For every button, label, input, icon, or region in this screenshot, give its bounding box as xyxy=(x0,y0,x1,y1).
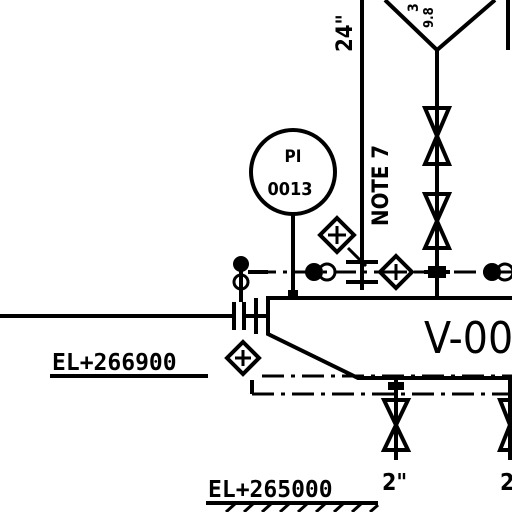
elevation-marker-lower: EL+265000 xyxy=(206,477,379,512)
drain-size-right: 2 xyxy=(500,470,512,496)
bottom-signal-line xyxy=(250,374,512,396)
elevation-marker-upper: EL+266900 xyxy=(50,350,208,378)
pipe-size-label: 24" xyxy=(333,14,358,52)
vessel-v-00: V-00 xyxy=(266,296,512,380)
top-reducer: 3 9.8 xyxy=(383,0,497,53)
gate-valve-lower xyxy=(421,192,453,250)
elevation-lower-label: EL+265000 xyxy=(208,477,333,503)
sample-valve-diamond xyxy=(317,215,368,268)
drain-valve-right: 2 xyxy=(497,378,512,496)
instrument-tag-label: 0013 xyxy=(267,179,312,200)
reducer-label-right: 9.8 xyxy=(422,7,437,28)
drain-size-left: 2" xyxy=(382,470,407,496)
vessel-tag: V-00 xyxy=(424,313,512,364)
pressure-indicator-bubble: PI 0013 xyxy=(249,128,337,298)
gate-valve-upper xyxy=(421,106,453,166)
top-signal-line xyxy=(254,253,512,291)
reducer-label-left: 3 xyxy=(406,3,422,12)
drain-valve-diamond-left xyxy=(224,339,262,377)
drain-valve-left: 2" xyxy=(380,378,412,496)
instrument-type-label: PI xyxy=(285,147,302,167)
inlet-pipe xyxy=(0,256,268,334)
note-label: NOTE 7 xyxy=(369,145,394,226)
elevation-upper-label: EL+266900 xyxy=(52,350,177,376)
